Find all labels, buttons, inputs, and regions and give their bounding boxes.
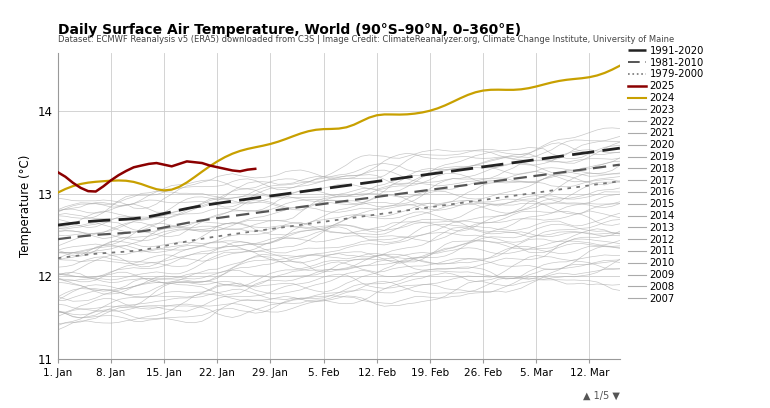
1991-2020 xyxy=(554,154,564,159)
2025 xyxy=(228,168,237,173)
1991-2020 xyxy=(53,223,62,228)
1979-2000 xyxy=(494,195,503,200)
2024 xyxy=(494,87,503,92)
2025 xyxy=(91,189,100,194)
Text: ▲ 1/5 ▼: ▲ 1/5 ▼ xyxy=(583,391,620,401)
2025 xyxy=(159,162,169,167)
1991-2020 xyxy=(494,162,503,167)
2025 xyxy=(152,161,161,166)
2025 xyxy=(69,180,78,185)
2024 xyxy=(517,87,526,92)
Y-axis label: Temperature (°C): Temperature (°C) xyxy=(19,155,32,257)
1979-2000 xyxy=(517,192,526,197)
1981-2010 xyxy=(554,170,564,175)
2025 xyxy=(144,162,153,166)
1981-2010 xyxy=(99,232,108,237)
2025 xyxy=(99,184,108,189)
1981-2010 xyxy=(615,162,624,167)
2025 xyxy=(220,166,229,171)
2024 xyxy=(554,78,564,83)
1979-2000 xyxy=(478,197,487,202)
Text: Daily Surface Air Temperature, World (90°S–90°N, 0–360°E): Daily Surface Air Temperature, World (90… xyxy=(58,22,521,37)
2025 xyxy=(167,164,176,169)
Line: 2024: 2024 xyxy=(58,66,620,193)
1991-2020 xyxy=(615,146,624,151)
1979-2000 xyxy=(501,194,511,199)
1991-2020 xyxy=(99,218,108,223)
1991-2020 xyxy=(501,161,511,166)
2025 xyxy=(106,178,115,183)
1981-2010 xyxy=(53,237,62,242)
Line: 1981-2010: 1981-2010 xyxy=(58,165,620,239)
2025 xyxy=(137,163,146,168)
1979-2000 xyxy=(615,179,624,184)
Line: 2025: 2025 xyxy=(58,162,255,191)
2025 xyxy=(190,160,199,165)
Line: 1979-2000: 1979-2000 xyxy=(58,181,620,258)
2025 xyxy=(114,173,123,177)
2025 xyxy=(122,169,131,173)
2024 xyxy=(478,88,487,93)
1981-2010 xyxy=(494,178,503,183)
2025 xyxy=(76,185,85,190)
2025 xyxy=(61,174,70,179)
2025 xyxy=(236,169,245,174)
2025 xyxy=(83,188,92,193)
Text: Dataset: ECMWF Reanalysis v5 (ERA5) downloaded from C3S | Image Credit: ClimateR: Dataset: ECMWF Reanalysis v5 (ERA5) down… xyxy=(58,35,674,44)
2025 xyxy=(197,161,206,166)
2024 xyxy=(501,87,511,92)
1979-2000 xyxy=(554,187,564,192)
2025 xyxy=(243,167,253,172)
1991-2020 xyxy=(517,159,526,164)
Line: 1991-2020: 1991-2020 xyxy=(58,148,620,225)
2025 xyxy=(182,159,192,164)
2025 xyxy=(205,163,214,168)
1991-2020 xyxy=(478,164,487,169)
1979-2000 xyxy=(53,256,62,261)
2025 xyxy=(53,170,62,175)
1981-2010 xyxy=(478,180,487,185)
2025 xyxy=(213,165,222,170)
2025 xyxy=(129,165,139,170)
2024 xyxy=(99,179,108,184)
Legend: 1991-2020, 1981-2010, 1979-2000, 2025, 2024, 2023, 2022, 2021, 2020, 2019, 2018,: 1991-2020, 1981-2010, 1979-2000, 2025, 2… xyxy=(628,46,704,304)
2025 xyxy=(175,162,184,166)
1981-2010 xyxy=(517,175,526,180)
1981-2010 xyxy=(501,177,511,182)
2024 xyxy=(53,190,62,195)
2025 xyxy=(250,166,259,171)
1979-2000 xyxy=(99,251,108,256)
2024 xyxy=(615,63,624,68)
